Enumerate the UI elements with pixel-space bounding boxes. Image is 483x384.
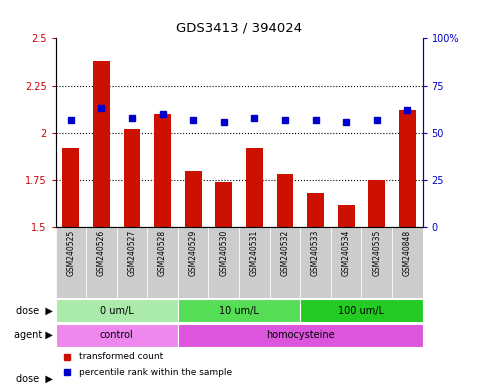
Bar: [338, 205, 355, 227]
Bar: [270, 227, 300, 298]
Bar: [124, 129, 141, 227]
Bar: [93, 61, 110, 227]
Bar: [56, 299, 178, 322]
Text: homocysteine: homocysteine: [266, 330, 335, 340]
Text: dose  ▶: dose ▶: [16, 374, 53, 384]
Bar: [86, 227, 117, 298]
Bar: [399, 110, 416, 227]
Bar: [369, 180, 385, 227]
Bar: [154, 114, 171, 227]
Text: 10 um/L: 10 um/L: [219, 306, 259, 316]
Text: GSM240532: GSM240532: [281, 229, 289, 276]
Bar: [215, 182, 232, 227]
Bar: [117, 227, 147, 298]
Text: control: control: [100, 330, 134, 340]
Bar: [178, 299, 300, 322]
Text: 0 um/L: 0 um/L: [100, 306, 134, 316]
Text: GSM240527: GSM240527: [128, 229, 137, 276]
Text: GSM240530: GSM240530: [219, 229, 228, 276]
Bar: [178, 227, 209, 298]
Bar: [147, 227, 178, 298]
Text: GSM240528: GSM240528: [158, 229, 167, 276]
Text: transformed count: transformed count: [79, 352, 164, 361]
Bar: [185, 170, 201, 227]
Text: GSM240848: GSM240848: [403, 229, 412, 276]
Bar: [56, 324, 178, 347]
Bar: [246, 148, 263, 227]
Bar: [307, 193, 324, 227]
Bar: [361, 227, 392, 298]
Text: GSM240533: GSM240533: [311, 229, 320, 276]
Text: GDS3413 / 394024: GDS3413 / 394024: [176, 22, 302, 35]
Text: percentile rank within the sample: percentile rank within the sample: [79, 367, 232, 377]
Text: dose  ▶: dose ▶: [16, 306, 53, 316]
Bar: [239, 227, 270, 298]
Text: GSM240525: GSM240525: [66, 229, 75, 276]
Bar: [300, 227, 331, 298]
Bar: [56, 227, 86, 298]
Bar: [392, 227, 423, 298]
Text: GSM240529: GSM240529: [189, 229, 198, 276]
Bar: [277, 174, 293, 227]
Text: GSM240535: GSM240535: [372, 229, 381, 276]
Text: 100 um/L: 100 um/L: [339, 306, 384, 316]
Bar: [178, 324, 423, 347]
Bar: [331, 227, 361, 298]
Bar: [209, 227, 239, 298]
Text: GSM240526: GSM240526: [97, 229, 106, 276]
Bar: [300, 299, 423, 322]
Text: agent ▶: agent ▶: [14, 330, 53, 340]
Text: GSM240531: GSM240531: [250, 229, 259, 276]
Text: GSM240534: GSM240534: [341, 229, 351, 276]
Bar: [62, 148, 79, 227]
